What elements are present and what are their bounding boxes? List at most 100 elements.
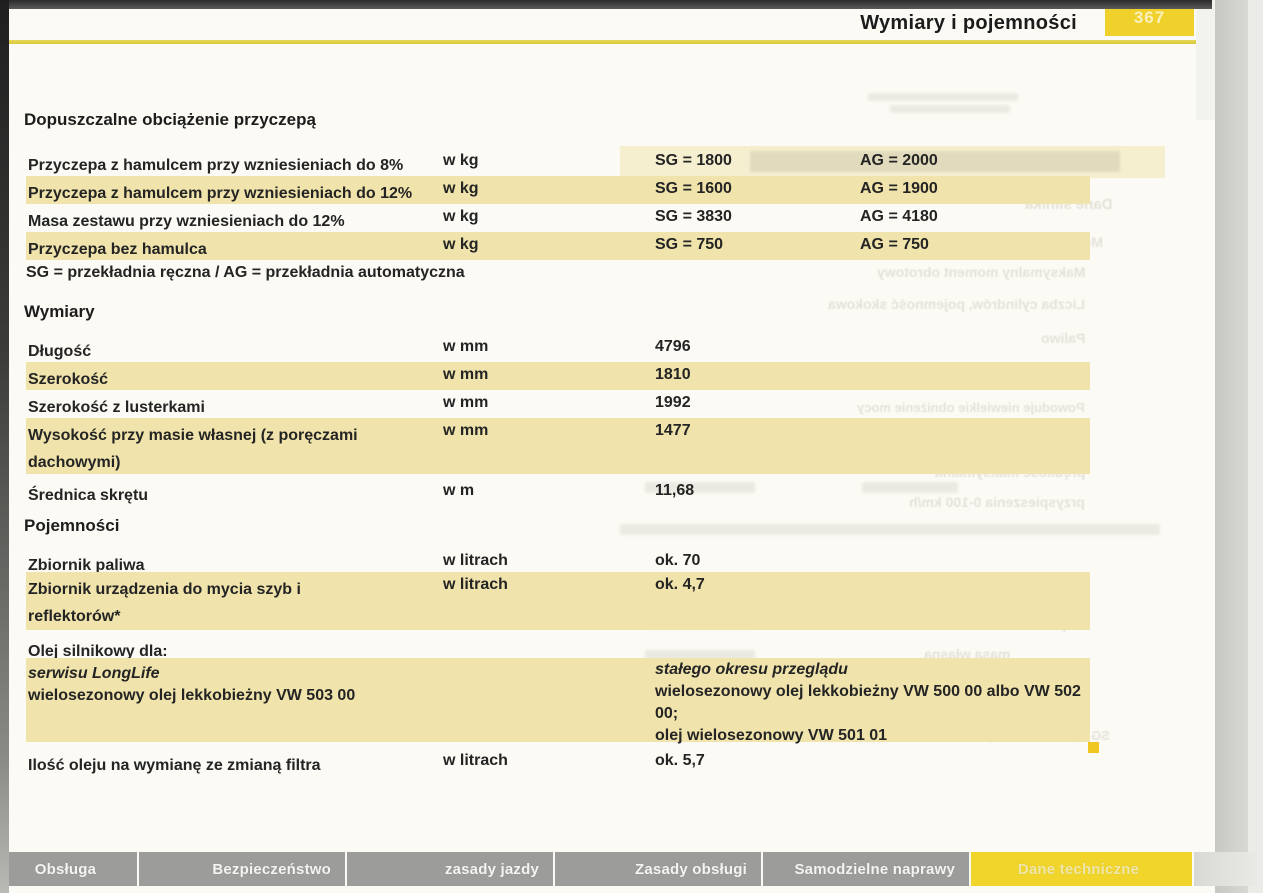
row-unit: w mm: [443, 422, 489, 439]
row-unit: w kg: [443, 152, 479, 169]
row-unit: w litrach: [443, 552, 508, 569]
tab-label: Samodzielne naprawy: [794, 860, 955, 878]
scan-right-edge: [1248, 0, 1263, 893]
row-label: Wysokość przy masie własnej (z poręczami…: [28, 427, 358, 471]
row-label: Przyczepa z hamulcem przy wzniesieniach …: [28, 185, 413, 202]
row-unit: w kg: [443, 180, 479, 197]
oil-left-line1: serwisu LongLife: [28, 665, 160, 682]
footer-endcap: [1194, 852, 1263, 886]
page-title: Wymiary i pojemności: [860, 12, 1077, 34]
scan-right-edge: [1215, 0, 1248, 893]
table-row: Długość w mm 4796: [26, 334, 1090, 362]
row-value: 1992: [655, 394, 691, 411]
row-unit: w mm: [443, 338, 489, 355]
page-number: 367: [1133, 8, 1166, 27]
row-unit: w mm: [443, 366, 489, 383]
row-value: 4796: [655, 338, 691, 355]
row-unit: w kg: [443, 236, 479, 253]
row-value-sg: SG = 1600: [655, 180, 732, 197]
oil-left-column: serwisu LongLife wielosezonowy olej lekk…: [28, 663, 448, 707]
row-unit: w kg: [443, 208, 479, 225]
row-label: Masa zestawu przy wzniesieniach do 12%: [28, 213, 345, 230]
footer-tab-bar: Obsługa Bezpieczeństwo zasady jazdy Zasa…: [0, 852, 1263, 886]
table-row: Szerokość w mm 1810: [26, 362, 1090, 390]
bleedthrough-text: Maksymalny moment obrotowy: [876, 264, 1086, 280]
row-value-sg: SG = 1800: [655, 152, 732, 169]
section-heading-dimensions: Wymiary: [24, 302, 95, 321]
scan-right-edge: [1196, 0, 1215, 120]
table-row: Olej silnikowy dla:: [26, 634, 1090, 660]
row-value: ok. 70: [655, 552, 701, 569]
tab-label: Zasady obsługi: [635, 860, 747, 878]
tab-obsluga[interactable]: Obsługa: [0, 852, 137, 886]
table-row: Przyczepa z hamulcem przy wzniesieniach …: [26, 148, 1090, 176]
row-value-sg: SG = 750: [655, 236, 724, 253]
row-label: Zbiornik urządzenia do mycia szyb i refl…: [28, 581, 301, 625]
bleedthrough-smudge: [750, 151, 1120, 172]
row-label: Olej silnikowy dla:: [28, 643, 168, 660]
engine-oil-row: serwisu LongLife wielosezonowy olej lekk…: [26, 658, 1090, 744]
bleedthrough-smudge: [862, 482, 958, 493]
row-unit: w mm: [443, 394, 489, 411]
bleedthrough-text: Liczba cylindrów, pojemność skokowa: [828, 296, 1085, 312]
row-label: Długość: [28, 343, 92, 360]
header-rule: [0, 40, 1196, 44]
row-unit: w litrach: [443, 752, 508, 769]
row-unit: w m: [443, 482, 475, 499]
tab-zasady-obslugi[interactable]: Zasady obsługi: [555, 852, 761, 886]
section-heading-capacities: Pojemności: [24, 516, 120, 535]
tab-label: zasady jazdy: [444, 860, 539, 878]
bleedthrough-smudge: [645, 482, 755, 493]
bleedthrough-smudge: [620, 524, 1160, 535]
row-unit: w litrach: [443, 576, 508, 593]
row-label: Ilość oleju na wymianę ze zmianą filtra: [28, 757, 321, 774]
row-label: Średnica skrętu: [28, 487, 149, 504]
bleedthrough-smudge: [868, 93, 1018, 101]
tab-label: Dane techniczne: [1017, 860, 1140, 878]
table-row: Zbiornik paliwa w litrach ok. 70: [26, 548, 1090, 574]
table-row: Masa zestawu przy wzniesieniach do 12% w…: [26, 204, 1090, 232]
row-value-ag: AG = 1900: [860, 180, 938, 197]
row-value: 1810: [655, 366, 691, 383]
table-row: Przyczepa z hamulcem przy wzniesieniach …: [26, 176, 1090, 204]
bleedthrough-highlight-patch: [620, 146, 1165, 178]
oil-right-column: stałego okresu przeglądu wielosezonowy o…: [655, 659, 1105, 747]
table-row: Średnica skrętu w m 11,68: [26, 478, 1090, 506]
tab-dane-techniczne-active[interactable]: Dane techniczne: [971, 852, 1192, 886]
row-value: 11,68: [655, 482, 695, 499]
row-label: Przyczepa z hamulcem przy wzniesieniach …: [28, 157, 404, 174]
table-row: Przyczepa bez hamulca w kg SG = 750 AG =…: [26, 232, 1090, 260]
yellow-marker-square: [1088, 742, 1099, 753]
row-value: ok. 5,7: [655, 752, 705, 769]
row-label: Szerokość z lusterkami: [28, 399, 205, 416]
row-label: Szerokość: [28, 371, 109, 388]
row-value: 1477: [655, 422, 691, 439]
oil-right-line2: wielosezonowy olej lekkobieżny VW 500 00…: [655, 683, 1081, 722]
oil-left-line2: wielosezonowy olej lekkobieżny VW 503 00: [28, 687, 356, 704]
bleedthrough-smudge: [890, 105, 1010, 113]
oil-right-line1: stałego okresu przeglądu: [655, 661, 848, 678]
bleedthrough-smudge: [645, 650, 755, 661]
scan-top-edge: [0, 0, 1212, 9]
table-row: Zbiornik urządzenia do mycia szyb i refl…: [26, 572, 1090, 630]
table-row: Wysokość przy masie własnej (z poręczami…: [26, 418, 1090, 474]
section-heading-trailer: Dopuszczalne obciążenie przyczepą: [24, 110, 316, 129]
row-value-ag: AG = 4180: [860, 208, 938, 225]
row-value-sg: SG = 3830: [655, 208, 732, 225]
row-value-ag: AG = 750: [860, 236, 929, 253]
tab-bezpieczenstwo[interactable]: Bezpieczeństwo: [139, 852, 345, 886]
table-row: Ilość oleju na wymianę ze zmianą filtra …: [26, 748, 1090, 776]
row-value: ok. 4,7: [655, 576, 705, 593]
row-value-ag: AG = 2000: [860, 152, 938, 169]
tab-samodzielne-naprawy[interactable]: Samodzielne naprawy: [763, 852, 969, 886]
scan-left-edge: [0, 0, 9, 893]
tab-label: Bezpieczeństwo: [212, 860, 331, 878]
row-label: Przyczepa bez hamulca: [28, 241, 207, 258]
tab-label: Obsługa: [34, 860, 97, 878]
row-label: Zbiornik paliwa: [28, 557, 145, 574]
tab-zasady-jazdy[interactable]: zasady jazdy: [347, 852, 553, 886]
oil-right-line3: olej wielosezonowy VW 501 01: [655, 727, 888, 744]
table-row: Szerokość z lusterkami w mm 1992: [26, 390, 1090, 418]
gearbox-legend-note: SG = przekładnia ręczna / AG = przekładn…: [26, 264, 465, 281]
